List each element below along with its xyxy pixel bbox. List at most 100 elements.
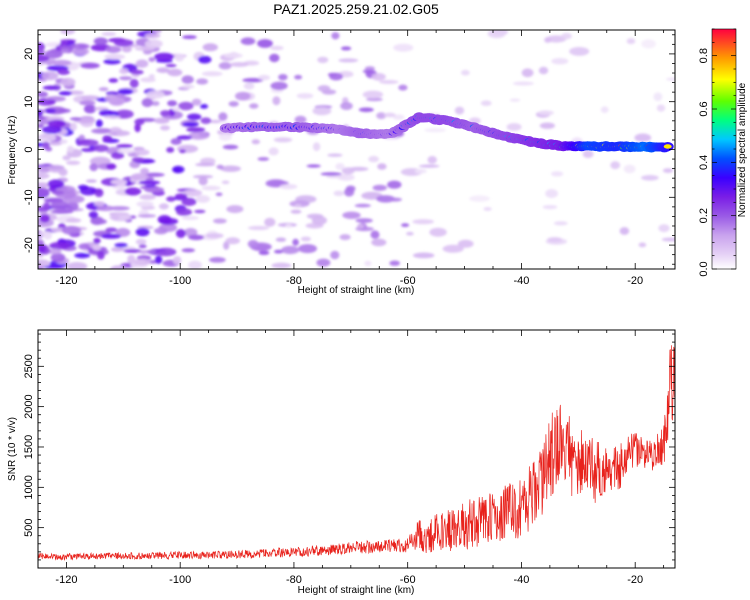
colorbar-tick-label: 0.0 <box>698 261 710 276</box>
spectrogram-blob <box>218 133 232 141</box>
spectrogram-blob <box>105 91 119 96</box>
spectrogram-blob <box>229 62 249 67</box>
spectrogram-blob <box>251 139 260 145</box>
spectrogram-blob <box>442 244 464 253</box>
spectrogram-blob <box>42 141 50 150</box>
spectrogram-blob <box>221 180 230 185</box>
spectrogram-blob <box>172 107 181 112</box>
spectrogram-blob <box>340 102 353 110</box>
spectrogram-blob <box>289 200 310 208</box>
spectrogram-blob <box>108 130 131 137</box>
spectrogram-blob <box>166 147 175 153</box>
spectrogram-blob <box>47 179 65 189</box>
spectrogram-blob <box>140 77 156 83</box>
spectrogram-blob <box>90 218 107 225</box>
spectrogram-blob <box>81 95 100 101</box>
spectrogram-blob <box>108 78 119 83</box>
snr-x-label: Height of straight line (km) <box>298 585 415 596</box>
spectrogram-blob <box>96 205 115 212</box>
spectrogram-blob <box>98 109 114 117</box>
spectrogram-blob <box>406 231 414 236</box>
snr-y-tick-label: 1000 <box>23 475 35 499</box>
spectrogram-blob <box>101 32 117 36</box>
spectrogram-blob <box>80 148 96 152</box>
spectrogram-x-tick-label: -60 <box>400 275 416 287</box>
spectrogram-blob <box>172 256 182 265</box>
spectrogram-blob <box>226 205 244 214</box>
colorbar-gradient <box>712 29 736 269</box>
spectrogram-blob <box>66 201 79 211</box>
spectrogram-blob <box>264 217 276 227</box>
spectrogram-blob <box>242 78 264 83</box>
spectrogram-blob <box>103 115 121 119</box>
spectrogram-blob <box>131 157 145 163</box>
spectrogram-blob <box>43 231 53 240</box>
spectrogram-blob <box>38 123 44 128</box>
spectrogram-blob <box>65 218 82 223</box>
spectrogram-blob <box>487 30 506 39</box>
spectrogram-blob <box>220 165 241 172</box>
spectrogram-blob <box>368 155 379 163</box>
colorbar-tick-label: 0.6 <box>698 101 710 116</box>
spectrogram-blob <box>610 161 621 170</box>
spectrogram-blob <box>209 257 226 263</box>
spectrogram-blob <box>38 187 50 197</box>
spectrogram-blob <box>354 203 371 208</box>
spectrogram-blob <box>187 113 202 121</box>
spectrogram-blob <box>103 58 121 65</box>
snr-y-tick-label: 1500 <box>23 435 35 459</box>
spectrogram-blob <box>249 103 259 109</box>
spectrogram-blob <box>218 112 228 121</box>
spectrogram-blob <box>160 125 170 131</box>
spectrogram-y-tick-label: -20 <box>23 237 35 253</box>
spectrogram-blob <box>418 164 440 168</box>
spectrogram-blob <box>111 151 125 160</box>
spectrogram-blob <box>366 97 383 102</box>
spectrogram-blob <box>38 115 46 120</box>
spectrogram-blob <box>61 225 81 235</box>
spectrogram-blob <box>199 104 209 109</box>
spectrogram-blob <box>139 194 156 200</box>
spectrogram-blob <box>275 237 287 242</box>
spectrogram-blob <box>662 168 674 174</box>
spectrogram-blob <box>60 77 76 87</box>
spectrogram-blob <box>154 52 175 61</box>
spectrogram-blob <box>66 160 81 165</box>
spectrogram-blob <box>50 200 69 210</box>
spectrogram-y-label: Frequency (Hz) <box>7 116 18 185</box>
spectrogram-blob <box>383 112 396 118</box>
spectrogram-blob <box>294 203 302 208</box>
spectrogram-blob <box>176 208 193 216</box>
spectrogram-blob <box>341 167 355 175</box>
spectrogram-blob <box>181 84 195 89</box>
spectrogram-blob <box>182 35 197 39</box>
spectrogram-blob <box>124 187 142 196</box>
spectrogram-blob <box>656 104 666 112</box>
spectrogram-blob <box>159 217 179 225</box>
spectrogram-blob <box>95 119 103 128</box>
spectrogram-blob <box>42 125 62 134</box>
spectrogram-blob <box>258 74 271 81</box>
spectrogram-blob <box>469 195 490 202</box>
spectrogram-blob <box>93 144 109 152</box>
spectrogram-blob <box>243 82 255 90</box>
spectrogram-blob <box>110 265 127 269</box>
spectrogram-blob <box>93 237 101 244</box>
spectrogram-blob <box>274 249 283 254</box>
spectrogram-blob <box>144 32 161 39</box>
spectrogram-blob <box>311 215 327 225</box>
spectrogram-blob <box>342 211 361 219</box>
spectrogram-blob <box>269 53 280 63</box>
spectrogram-blob <box>388 197 402 202</box>
spectrogram-blob <box>393 43 414 52</box>
spectrogram-blob <box>62 155 71 161</box>
ridge-core <box>663 144 672 149</box>
spectrogram-blob <box>292 238 299 246</box>
spectrogram-blob <box>67 145 74 153</box>
spectrogram-blob <box>46 248 62 255</box>
spectrogram-blob <box>330 250 340 260</box>
spectrogram-blob <box>183 228 198 237</box>
spectrogram-blob <box>480 100 492 106</box>
spectrogram-blob <box>551 171 564 177</box>
spectrogram-blob <box>38 91 48 98</box>
